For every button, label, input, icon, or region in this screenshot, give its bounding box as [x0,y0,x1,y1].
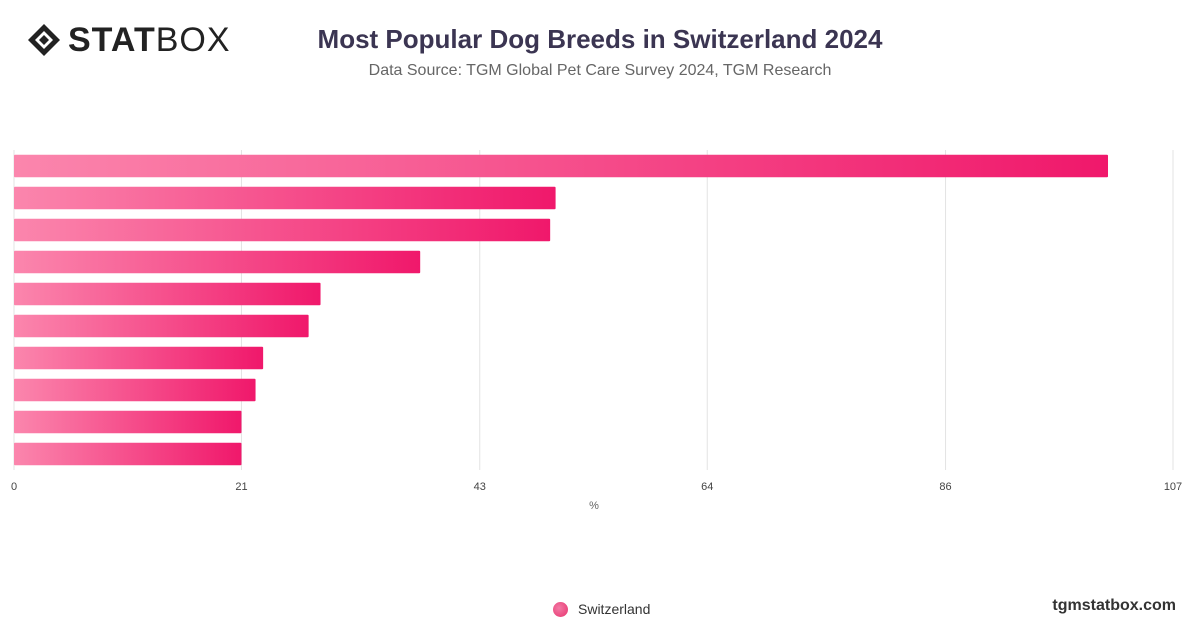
x-tick-label: 21 [235,481,247,493]
legend-dot-icon [553,601,568,617]
bar[interactable] [14,282,321,306]
bar[interactable] [14,378,256,402]
x-tick-label: 0 [11,481,17,493]
bar[interactable] [14,442,242,466]
x-tick-label: 43 [474,481,486,493]
bar[interactable] [14,154,1109,178]
statbox-logo: STATBOX [26,22,231,58]
x-tick-label: 107 [1164,481,1182,493]
bar[interactable] [14,218,551,242]
brand-footer: tgmstatbox.com [1052,597,1176,614]
bar[interactable] [14,250,421,274]
logo-text: STATBOX [68,22,231,58]
bar[interactable] [14,314,309,338]
legend[interactable]: Switzerland [553,601,650,617]
bar[interactable] [14,346,264,370]
logo-thin-text: BOX [155,21,231,59]
x-tick-label: 86 [939,481,951,493]
bar[interactable] [14,186,556,210]
logo-bold-text: STAT [68,21,156,59]
legend-label: Switzerland [578,601,651,617]
bar[interactable] [14,410,242,434]
chart-title: Most Popular Dog Breeds in Switzerland 2… [317,24,883,54]
x-tick-label: 64 [701,481,713,493]
chart-subtitle: Data Source: TGM Global Pet Care Survey … [368,62,832,79]
x-axis-label: % [589,500,599,512]
statbox-diamond-icon [28,24,60,56]
